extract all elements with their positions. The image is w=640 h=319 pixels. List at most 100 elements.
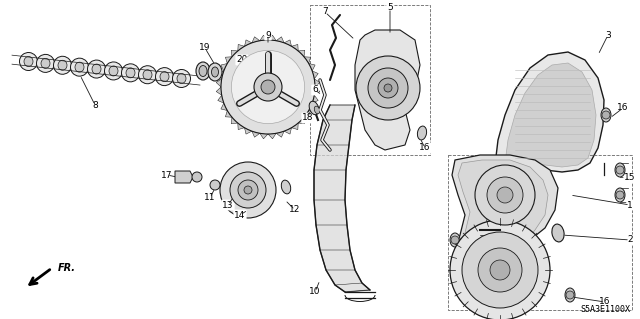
Ellipse shape	[75, 62, 84, 72]
Text: 17: 17	[161, 170, 173, 180]
Polygon shape	[238, 44, 244, 51]
Polygon shape	[231, 50, 238, 57]
Circle shape	[616, 166, 624, 174]
Circle shape	[230, 172, 266, 208]
Text: 5: 5	[387, 4, 393, 12]
Text: FR.: FR.	[58, 263, 76, 273]
Ellipse shape	[143, 70, 152, 80]
Polygon shape	[314, 87, 320, 95]
Polygon shape	[244, 128, 252, 134]
Circle shape	[244, 186, 252, 194]
Ellipse shape	[211, 67, 218, 77]
Polygon shape	[505, 63, 596, 167]
Ellipse shape	[36, 54, 54, 72]
Circle shape	[451, 236, 459, 244]
Text: 6: 6	[312, 85, 318, 94]
Ellipse shape	[88, 60, 106, 78]
Polygon shape	[284, 128, 291, 134]
Circle shape	[238, 180, 258, 200]
Circle shape	[490, 260, 510, 280]
Polygon shape	[308, 103, 315, 110]
Polygon shape	[291, 123, 298, 130]
Text: 10: 10	[309, 287, 321, 296]
Ellipse shape	[601, 108, 611, 122]
Ellipse shape	[565, 288, 575, 302]
Text: 16: 16	[419, 144, 431, 152]
Circle shape	[478, 248, 522, 292]
Ellipse shape	[309, 101, 319, 115]
Ellipse shape	[138, 66, 157, 84]
Polygon shape	[252, 37, 260, 43]
Polygon shape	[260, 133, 268, 139]
Text: 12: 12	[289, 205, 301, 214]
Circle shape	[220, 162, 276, 218]
Circle shape	[378, 78, 398, 98]
Text: 9: 9	[265, 31, 271, 40]
Circle shape	[487, 177, 523, 213]
Text: S5A3E1100X: S5A3E1100X	[580, 305, 630, 314]
Ellipse shape	[92, 64, 101, 74]
Polygon shape	[304, 57, 310, 63]
Polygon shape	[218, 71, 224, 79]
Polygon shape	[218, 95, 224, 103]
Polygon shape	[175, 171, 193, 183]
Ellipse shape	[41, 58, 50, 68]
Ellipse shape	[104, 62, 122, 80]
Polygon shape	[238, 123, 244, 130]
Text: 18: 18	[302, 114, 314, 122]
Circle shape	[475, 165, 535, 225]
Polygon shape	[314, 105, 370, 292]
Polygon shape	[312, 95, 318, 103]
Ellipse shape	[160, 71, 169, 82]
Circle shape	[497, 187, 513, 203]
Ellipse shape	[199, 65, 207, 77]
Ellipse shape	[208, 63, 222, 81]
Polygon shape	[298, 117, 305, 124]
Circle shape	[384, 84, 392, 92]
Text: 2: 2	[627, 235, 633, 244]
Polygon shape	[312, 71, 318, 79]
Circle shape	[368, 68, 408, 108]
Text: 20: 20	[236, 56, 248, 64]
Ellipse shape	[58, 60, 67, 70]
Text: 15: 15	[624, 174, 636, 182]
Circle shape	[566, 291, 574, 299]
Polygon shape	[452, 155, 558, 305]
Ellipse shape	[156, 68, 173, 85]
Ellipse shape	[417, 126, 427, 140]
Circle shape	[462, 232, 538, 308]
Polygon shape	[314, 79, 320, 87]
Ellipse shape	[282, 180, 291, 194]
Polygon shape	[231, 117, 238, 124]
Ellipse shape	[177, 73, 186, 84]
Polygon shape	[355, 30, 420, 150]
Circle shape	[356, 56, 420, 120]
Text: 4: 4	[452, 263, 458, 272]
Polygon shape	[260, 35, 268, 41]
Text: 19: 19	[199, 43, 211, 53]
Polygon shape	[268, 35, 276, 41]
Ellipse shape	[173, 70, 191, 87]
Circle shape	[210, 180, 220, 190]
Polygon shape	[458, 160, 548, 300]
Ellipse shape	[109, 66, 118, 76]
Text: 13: 13	[222, 201, 234, 210]
Circle shape	[231, 50, 305, 124]
Ellipse shape	[196, 62, 210, 80]
Ellipse shape	[552, 224, 564, 242]
Polygon shape	[225, 57, 232, 63]
Text: 3: 3	[605, 31, 611, 40]
Polygon shape	[495, 52, 604, 172]
Polygon shape	[221, 63, 227, 71]
Text: 16: 16	[599, 298, 611, 307]
Polygon shape	[216, 87, 221, 95]
Text: 1: 1	[627, 201, 633, 210]
Polygon shape	[221, 103, 227, 110]
Ellipse shape	[615, 163, 625, 177]
Polygon shape	[284, 40, 291, 46]
Text: 16: 16	[617, 103, 628, 113]
Ellipse shape	[70, 58, 88, 76]
Ellipse shape	[24, 56, 33, 66]
Polygon shape	[268, 133, 276, 139]
Ellipse shape	[450, 233, 460, 247]
